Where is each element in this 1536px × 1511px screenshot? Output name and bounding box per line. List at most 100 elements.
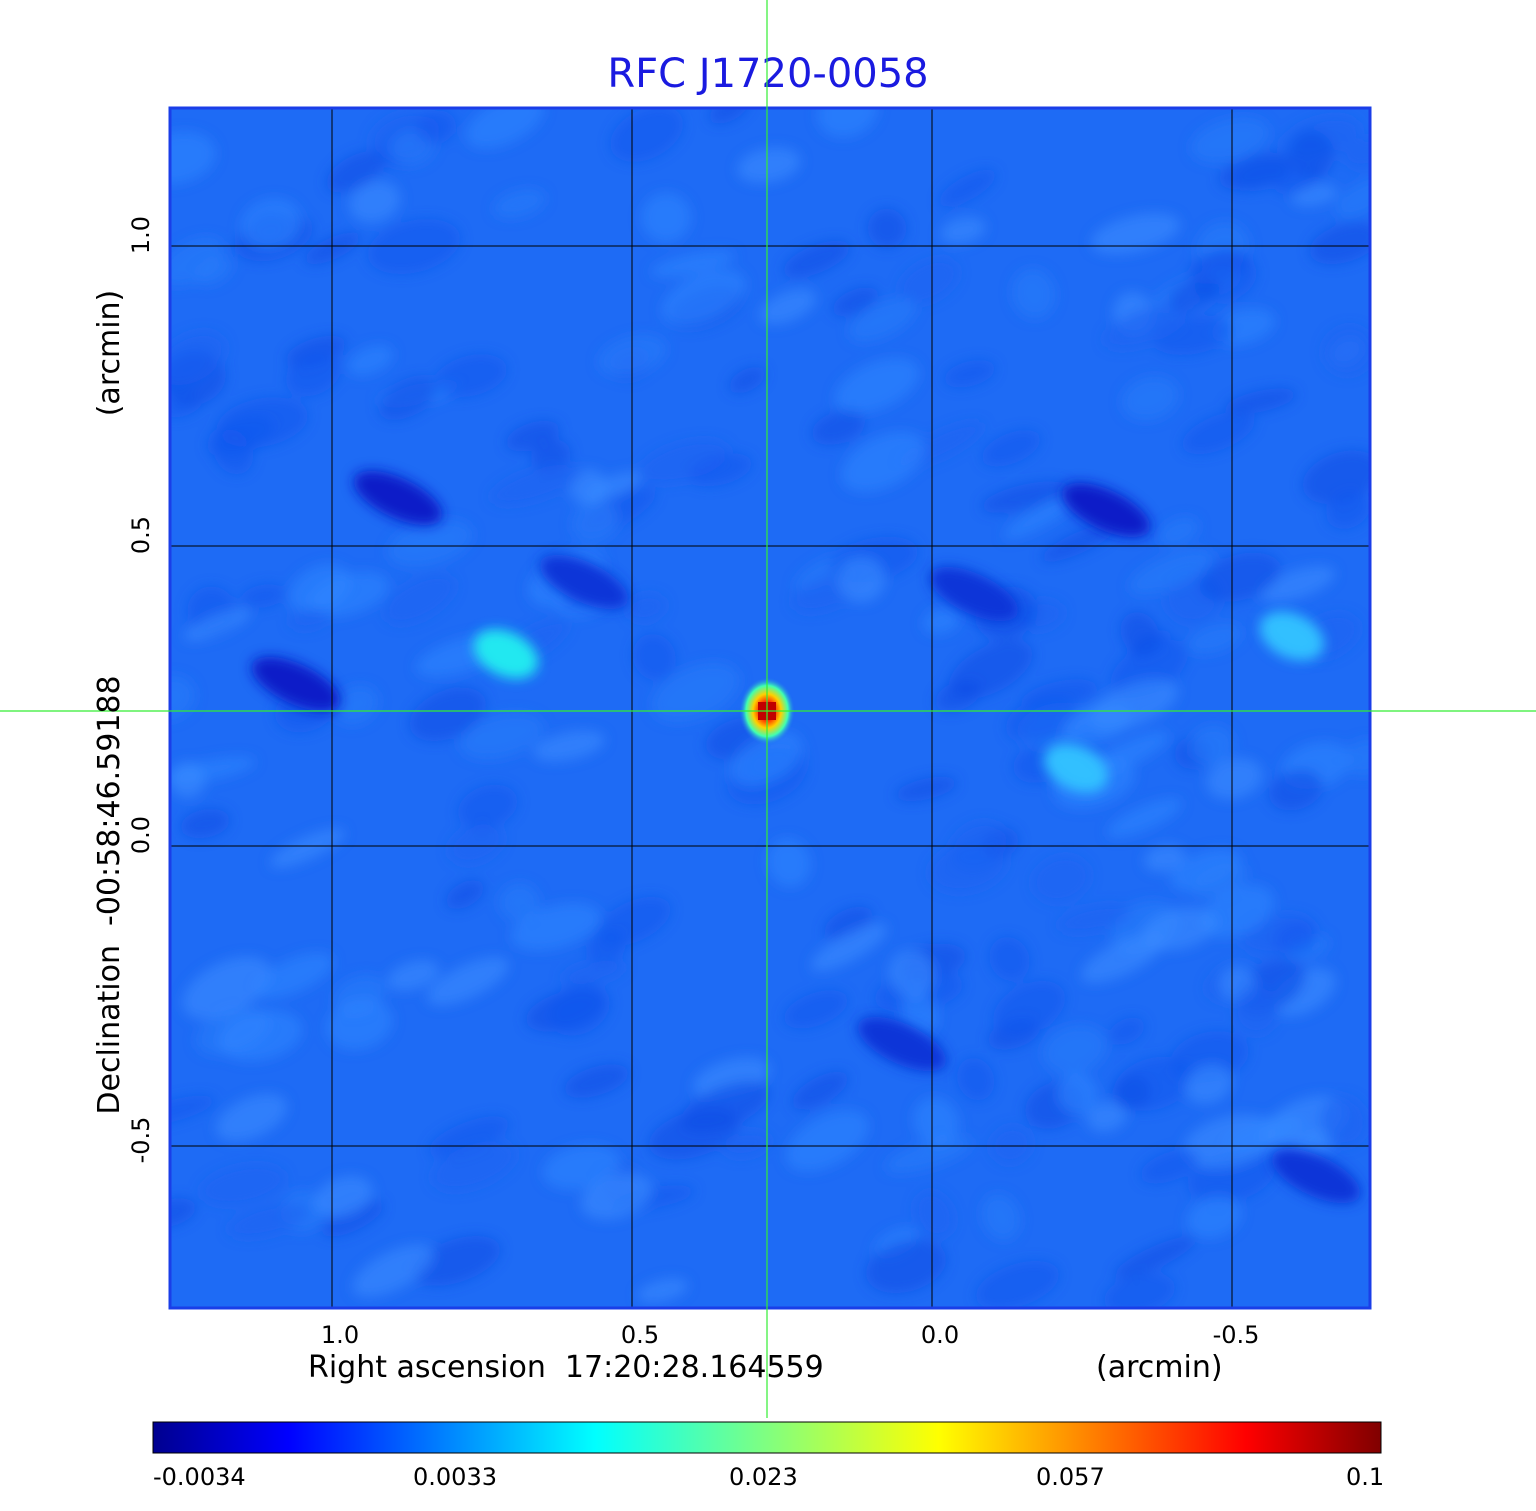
noise-blob [689,453,753,487]
noise-blob [1309,222,1370,265]
noise-blob [1269,769,1323,811]
noise-blob [1120,611,1160,655]
noise-blob [610,108,684,162]
negative-feature [539,554,629,610]
y-tick-label: 1.0 [127,215,155,255]
noise-blob [722,1130,771,1158]
noise-blob [792,1071,849,1110]
noise-blob [1140,1149,1199,1184]
noise-blob [416,110,456,144]
noise-blob [1128,549,1214,595]
noise-blob [1342,137,1370,169]
noise-blob [1144,844,1186,873]
noise-blob [170,761,206,799]
noise-blob [680,1081,770,1133]
noise-blob [1057,1072,1098,1115]
noise-blob [810,923,888,972]
noise-blob [737,147,801,183]
negative-feature [251,656,341,712]
noise-blob [218,1009,303,1062]
negative-feature [929,566,1019,622]
chart-title: RFC J1720-0058 [607,51,929,97]
negative-feature [1061,482,1151,538]
noise-blob [1343,739,1370,776]
noise-blob [729,366,766,394]
intensity-map [170,108,1370,1308]
noise-blob [817,108,878,138]
noise-blob [542,1144,621,1190]
noise-blob [632,633,676,681]
noise-blob [841,431,926,492]
noise-blob [650,250,735,278]
noise-blob [1218,152,1295,190]
noise-blob [547,982,610,1036]
noise-blob [1189,725,1235,766]
noise-blob [940,216,986,245]
noise-blob [213,429,254,475]
positive-feature [473,629,539,679]
x-axis-label: Right ascension 17:20:28.164559 [308,1350,824,1385]
noise-blob [1104,1273,1176,1308]
noise-blob [506,420,560,452]
noise-blob [531,439,571,473]
noise-blob [895,776,957,802]
noise-blob [387,519,474,567]
noise-blob [1032,855,1091,903]
noise-blob [431,1141,516,1191]
noise-blob [1011,268,1056,319]
noise-blob [427,957,509,1006]
noise-blob [184,608,251,642]
noise-blob [975,1260,1060,1308]
noise-blob [1302,450,1370,505]
plot-frame [168,106,1372,1310]
noise-blob [1106,798,1182,838]
noise-blob [490,464,582,505]
colorbar-tick-label: 0.1 [1346,1463,1385,1491]
noise-blob [981,1193,1021,1241]
y-tick-label: 0.0 [127,815,155,855]
noise-blob [1103,303,1190,349]
noise-blob [1274,920,1318,955]
noise-blob [899,258,959,304]
colorbar [152,1421,1382,1454]
noise-blob [766,838,811,888]
noise-blob [428,1116,509,1158]
noise-blob [533,730,605,762]
noise-blob [564,1064,629,1098]
noise-blob [1081,933,1165,983]
noise-blob [498,883,540,922]
noise-blob [326,150,386,193]
noise-blob [1187,623,1243,655]
noise-blob [949,821,1008,873]
noise-blob [1112,1075,1151,1110]
noise-blob [288,563,351,614]
noise-blob [240,584,286,608]
noise-blob [1108,1017,1145,1045]
x-tick-label: 0.5 [620,1321,660,1349]
noise-blob [288,608,329,630]
noise-blob [170,237,224,286]
noise-blob [1091,213,1181,255]
noise-blob [1141,907,1217,951]
noise-blob [580,1173,653,1220]
noise-blob [409,687,487,742]
noise-blob [832,287,879,317]
noise-blob [1086,1100,1128,1132]
noise-blob [569,469,607,506]
noise-blob [1121,376,1179,421]
noise-blob [785,1109,869,1172]
noise-blob [1003,493,1081,540]
noise-blob [571,500,619,543]
colorbar-tick-label: 0.057 [1036,1463,1105,1491]
noise-blob [641,192,692,243]
noise-blob [387,960,440,991]
noise-blob [270,828,345,868]
noise-blob [384,574,456,625]
negative-feature [857,1016,947,1072]
noise-blob [1206,757,1263,800]
x-axis-unit: (arcmin) [1096,1350,1223,1385]
noise-blob [885,1136,973,1174]
noise-blob [170,331,226,386]
noise-blob [957,1057,995,1101]
